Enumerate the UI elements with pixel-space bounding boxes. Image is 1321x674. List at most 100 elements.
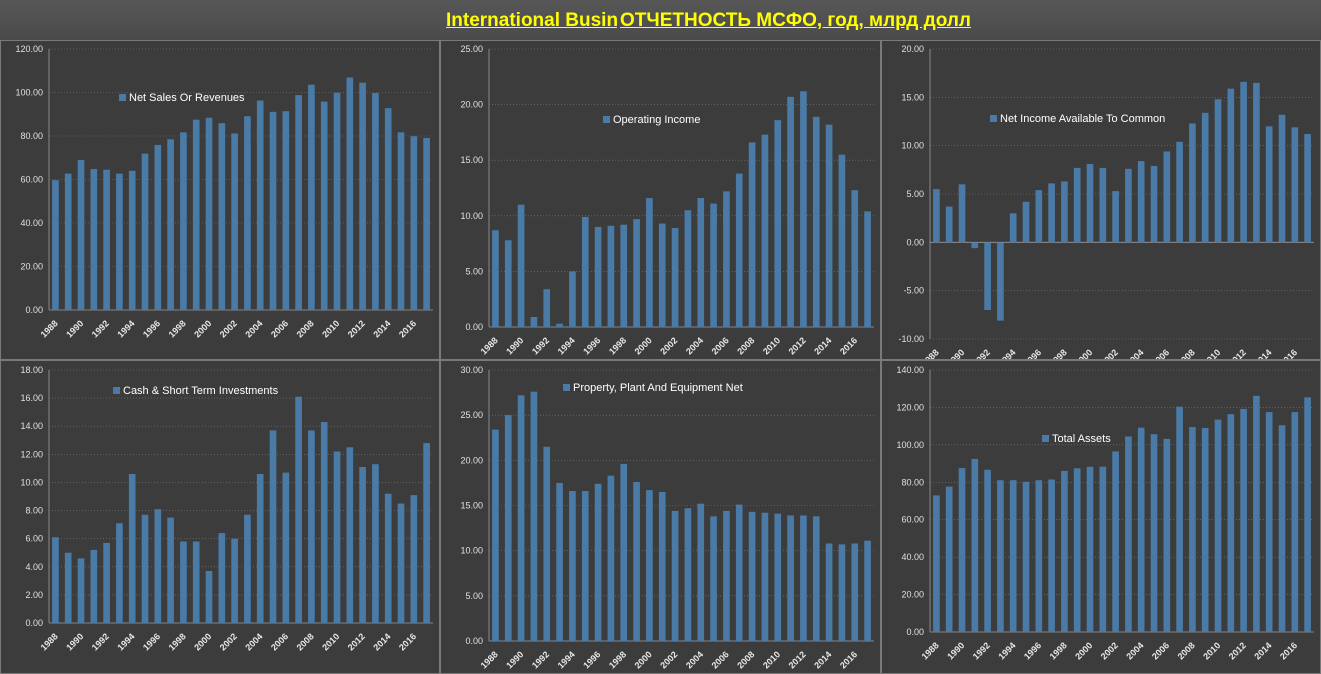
bar-2011[interactable] [787, 515, 794, 641]
bar-1997[interactable] [167, 139, 174, 310]
bar-2012[interactable] [359, 466, 366, 623]
bar-2007[interactable] [295, 95, 302, 310]
bar-2009[interactable] [1201, 112, 1209, 243]
bar-2001[interactable] [658, 223, 666, 327]
bar-2015[interactable] [1278, 425, 1286, 632]
bar-2003[interactable] [1125, 168, 1132, 243]
bar-2008[interactable] [1189, 123, 1196, 243]
bar-1989[interactable] [64, 552, 72, 623]
bar-2000[interactable] [646, 198, 653, 327]
bar-2014[interactable] [1265, 412, 1273, 632]
bar-2004[interactable] [1137, 161, 1145, 243]
bar-1990[interactable] [517, 395, 525, 641]
bar-1994[interactable] [569, 271, 576, 327]
bar-1994[interactable] [1009, 213, 1017, 243]
bar-1997[interactable] [607, 475, 615, 641]
bar-2006[interactable] [723, 510, 730, 641]
bar-1990[interactable] [958, 468, 966, 632]
bar-1995[interactable] [1022, 481, 1030, 632]
bar-2008[interactable] [308, 84, 315, 310]
bar-2001[interactable] [658, 491, 666, 641]
bar-1989[interactable] [504, 415, 512, 641]
bar-2005[interactable] [1150, 434, 1158, 632]
bar-1993[interactable] [997, 480, 1004, 632]
bar-2009[interactable] [1201, 428, 1209, 632]
bar-1999[interactable] [633, 219, 640, 327]
bar-1997[interactable] [1048, 183, 1055, 243]
bar-2017[interactable] [1304, 134, 1311, 243]
bar-1996[interactable] [1035, 480, 1043, 632]
bar-2007[interactable] [1176, 141, 1183, 243]
bar-1993[interactable] [556, 323, 563, 327]
bar-2012[interactable] [1240, 81, 1247, 243]
bar-2000[interactable] [1086, 164, 1094, 243]
bar-1995[interactable] [581, 491, 589, 641]
bar-2013[interactable] [1253, 82, 1260, 243]
bar-2002[interactable] [231, 538, 238, 623]
bar-1994[interactable] [128, 170, 136, 310]
bar-2014[interactable] [825, 124, 833, 327]
bar-1998[interactable] [1061, 470, 1068, 632]
bar-2012[interactable] [800, 91, 807, 327]
bar-2017[interactable] [864, 540, 871, 641]
bar-2008[interactable] [1189, 427, 1196, 632]
bar-2010[interactable] [333, 451, 341, 623]
bar-2004[interactable] [1137, 427, 1145, 632]
bar-1992[interactable] [984, 242, 991, 310]
bar-1991[interactable] [971, 458, 979, 632]
bar-2014[interactable] [384, 493, 392, 623]
bar-2013[interactable] [812, 516, 820, 641]
bar-1999[interactable] [1073, 468, 1081, 632]
bar-1991[interactable] [530, 391, 538, 641]
bar-1992[interactable] [103, 169, 110, 310]
chart-panel-total-assets[interactable]: 0.00 20.00 40.00 60.00 80.00 100.00 120.00 140.… [881, 360, 1321, 674]
bar-1992[interactable] [103, 542, 110, 623]
bar-1993[interactable] [116, 523, 123, 623]
bar-2017[interactable] [423, 137, 430, 310]
bar-2000[interactable] [1086, 466, 1094, 632]
bar-1998[interactable] [620, 224, 628, 327]
bar-2015[interactable] [1278, 114, 1286, 243]
bar-2016[interactable] [1291, 127, 1299, 243]
bar-1988[interactable] [492, 429, 499, 641]
bar-2002[interactable] [231, 133, 238, 310]
bar-2003[interactable] [684, 508, 692, 641]
bar-2008[interactable] [748, 142, 756, 327]
bar-1995[interactable] [1022, 201, 1030, 243]
bar-2010[interactable] [1214, 99, 1222, 243]
bar-2000[interactable] [205, 570, 213, 623]
bar-2005[interactable] [710, 516, 717, 641]
bar-1989[interactable] [945, 486, 953, 632]
bar-1988[interactable] [933, 495, 940, 632]
bar-2004[interactable] [697, 198, 705, 327]
bar-2003[interactable] [684, 210, 692, 327]
bar-2009[interactable] [320, 422, 328, 623]
bar-2017[interactable] [423, 443, 430, 623]
bar-1994[interactable] [1009, 480, 1017, 632]
bar-2003[interactable] [244, 514, 251, 623]
bar-2011[interactable] [346, 447, 354, 623]
bar-2003[interactable] [1125, 436, 1132, 632]
bar-2006[interactable] [723, 191, 730, 327]
bar-2004[interactable] [697, 503, 705, 641]
bar-1995[interactable] [581, 216, 589, 327]
bar-2001[interactable] [1099, 466, 1107, 632]
bar-2016[interactable] [851, 543, 859, 641]
bar-2002[interactable] [671, 510, 679, 641]
bar-1990[interactable] [77, 558, 85, 623]
chart-panel-operating-income[interactable]: 0.00 5.00 10.00 15.00 20.00 25.00 1988 1990 1992… [440, 40, 881, 360]
bar-1997[interactable] [167, 517, 174, 623]
bar-1994[interactable] [569, 491, 576, 641]
bar-1998[interactable] [180, 541, 187, 623]
bar-2017[interactable] [864, 211, 871, 327]
bar-2011[interactable] [787, 96, 794, 327]
bar-2003[interactable] [244, 116, 251, 311]
bar-2009[interactable] [320, 101, 328, 310]
bar-2009[interactable] [761, 512, 769, 641]
bar-1991[interactable] [971, 242, 979, 249]
bar-1988[interactable] [52, 180, 59, 310]
bar-2010[interactable] [333, 92, 341, 310]
bar-1998[interactable] [1061, 181, 1068, 243]
bar-2016[interactable] [851, 190, 859, 327]
bar-2007[interactable] [1176, 406, 1183, 632]
